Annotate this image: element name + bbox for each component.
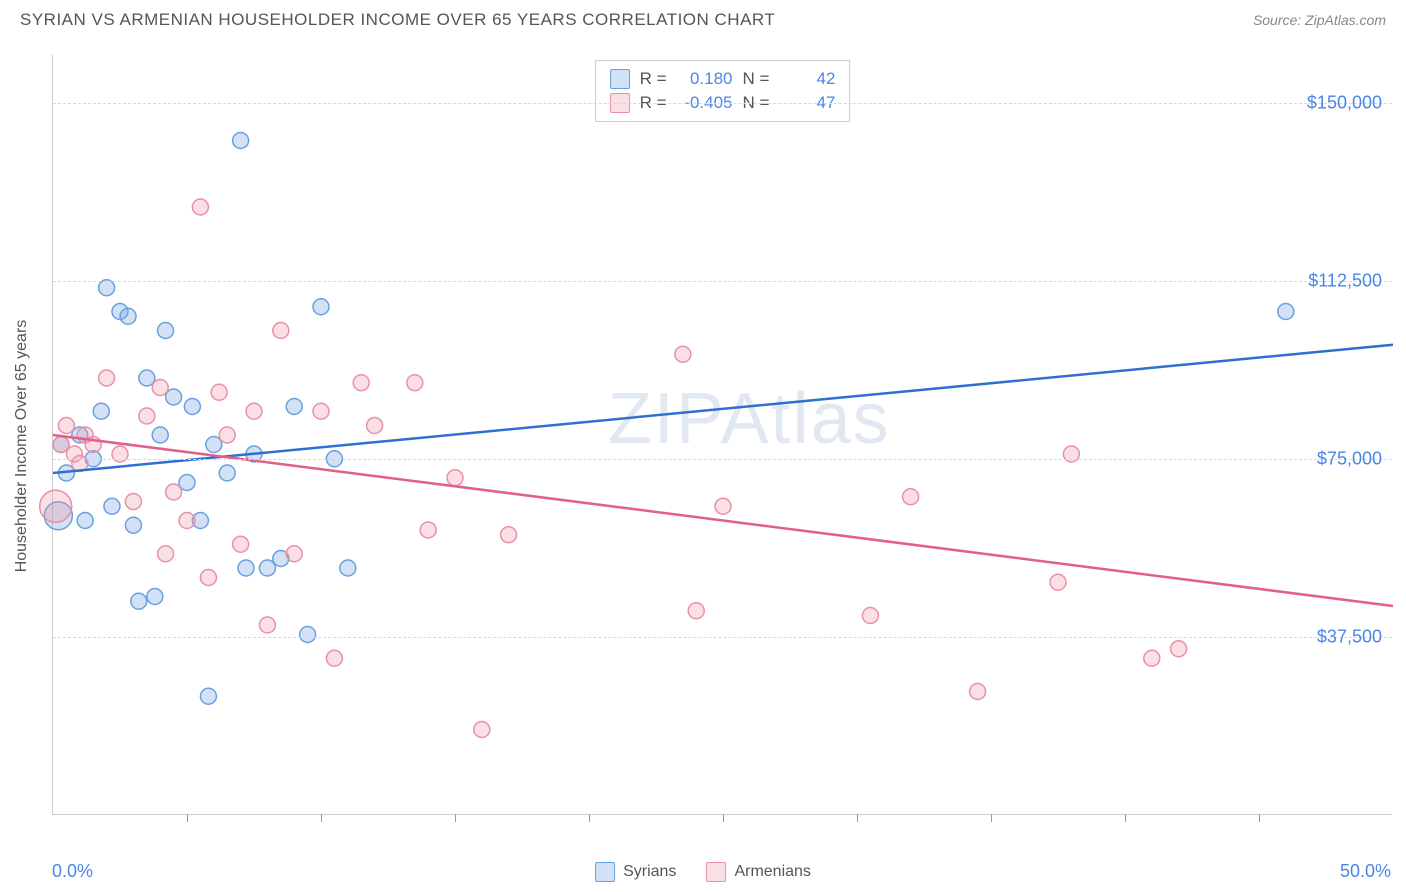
- data-point-armenians: [675, 346, 691, 362]
- data-point-armenians: [862, 608, 878, 624]
- y-axis-label: Householder Income Over 65 years: [13, 320, 31, 573]
- scatter-plot-svg: [53, 55, 1392, 814]
- n-label: N =: [743, 69, 770, 89]
- chart-plot-area: ZIPAtlas R = 0.180 N = 42 R = -0.405 N =…: [52, 55, 1392, 815]
- data-point-armenians: [246, 403, 262, 419]
- data-point-syrians: [340, 560, 356, 576]
- data-point-syrians: [200, 688, 216, 704]
- data-point-armenians: [688, 603, 704, 619]
- gridline: [53, 459, 1392, 460]
- data-point-syrians: [1278, 304, 1294, 320]
- data-point-armenians: [273, 323, 289, 339]
- data-point-armenians: [501, 527, 517, 543]
- data-point-syrians: [131, 593, 147, 609]
- data-point-armenians: [313, 403, 329, 419]
- data-point-syrians: [99, 280, 115, 296]
- correlation-row-syrians: R = 0.180 N = 42: [610, 67, 836, 91]
- y-tick-label: $150,000: [1307, 92, 1382, 113]
- gridline: [53, 281, 1392, 282]
- data-point-armenians: [1050, 574, 1066, 590]
- chart-title: SYRIAN VS ARMENIAN HOUSEHOLDER INCOME OV…: [20, 10, 775, 30]
- data-point-armenians: [219, 427, 235, 443]
- data-point-syrians: [147, 589, 163, 605]
- data-point-syrians: [125, 517, 141, 533]
- gridline: [53, 103, 1392, 104]
- source-attribution: Source: ZipAtlas.com: [1253, 12, 1386, 28]
- x-tick: [321, 814, 322, 822]
- x-tick: [589, 814, 590, 822]
- data-point-armenians: [286, 546, 302, 562]
- x-axis-max-label: 50.0%: [1340, 861, 1391, 882]
- data-point-syrians: [286, 399, 302, 415]
- data-point-syrians: [219, 465, 235, 481]
- swatch-syrians-icon: [595, 862, 615, 882]
- data-point-syrians: [238, 560, 254, 576]
- data-point-armenians: [58, 418, 74, 434]
- data-point-armenians: [99, 370, 115, 386]
- data-point-syrians: [120, 308, 136, 324]
- legend-item-syrians: Syrians: [595, 862, 676, 882]
- data-point-armenians: [200, 570, 216, 586]
- data-point-armenians: [259, 617, 275, 633]
- data-point-armenians: [367, 418, 383, 434]
- data-point-armenians: [166, 484, 182, 500]
- data-point-armenians: [407, 375, 423, 391]
- regression-line-armenians: [53, 435, 1393, 606]
- gridline: [53, 637, 1392, 638]
- x-tick: [1125, 814, 1126, 822]
- legend-label-armenians: Armenians: [734, 863, 810, 881]
- data-point-armenians: [903, 489, 919, 505]
- data-point-armenians: [447, 470, 463, 486]
- data-point-armenians: [158, 546, 174, 562]
- data-point-armenians: [40, 490, 72, 522]
- data-point-armenians: [326, 650, 342, 666]
- y-tick-label: $75,000: [1317, 448, 1382, 469]
- correlation-legend: R = 0.180 N = 42 R = -0.405 N = 47: [595, 60, 851, 122]
- r-label: R =: [640, 69, 667, 89]
- source-label: Source:: [1253, 12, 1305, 28]
- data-point-syrians: [152, 427, 168, 443]
- data-point-armenians: [211, 384, 227, 400]
- data-point-syrians: [233, 133, 249, 149]
- data-point-syrians: [77, 513, 93, 529]
- source-name: ZipAtlas.com: [1305, 12, 1386, 28]
- data-point-armenians: [179, 513, 195, 529]
- x-tick: [455, 814, 456, 822]
- series-legend: Syrians Armenians: [595, 862, 811, 882]
- data-point-syrians: [313, 299, 329, 315]
- data-point-armenians: [420, 522, 436, 538]
- x-tick: [723, 814, 724, 822]
- legend-item-armenians: Armenians: [706, 862, 810, 882]
- legend-label-syrians: Syrians: [623, 863, 676, 881]
- data-point-armenians: [353, 375, 369, 391]
- data-point-armenians: [715, 498, 731, 514]
- swatch-syrians-icon: [610, 69, 630, 89]
- data-point-syrians: [104, 498, 120, 514]
- x-tick: [857, 814, 858, 822]
- n-value-syrians: 42: [779, 69, 835, 89]
- chart-header: SYRIAN VS ARMENIAN HOUSEHOLDER INCOME OV…: [0, 0, 1406, 30]
- data-point-syrians: [93, 403, 109, 419]
- data-point-syrians: [184, 399, 200, 415]
- x-axis-min-label: 0.0%: [52, 861, 93, 882]
- y-tick-label: $112,500: [1308, 270, 1382, 291]
- data-point-armenians: [152, 380, 168, 396]
- data-point-armenians: [139, 408, 155, 424]
- data-point-armenians: [1144, 650, 1160, 666]
- x-tick: [1259, 814, 1260, 822]
- x-tick: [187, 814, 188, 822]
- data-point-syrians: [300, 627, 316, 643]
- y-tick-label: $37,500: [1317, 626, 1382, 647]
- data-point-armenians: [192, 199, 208, 215]
- swatch-armenians-icon: [706, 862, 726, 882]
- data-point-armenians: [970, 684, 986, 700]
- data-point-armenians: [233, 536, 249, 552]
- data-point-syrians: [158, 323, 174, 339]
- x-tick: [991, 814, 992, 822]
- r-value-syrians: 0.180: [677, 69, 733, 89]
- data-point-armenians: [1171, 641, 1187, 657]
- data-point-armenians: [125, 494, 141, 510]
- data-point-armenians: [474, 722, 490, 738]
